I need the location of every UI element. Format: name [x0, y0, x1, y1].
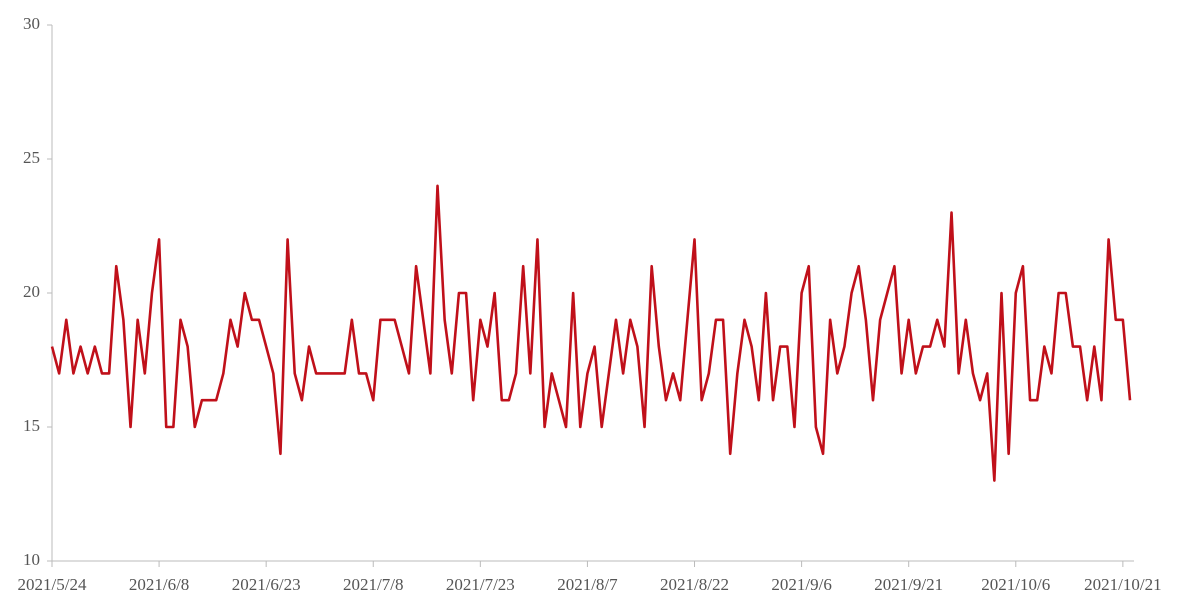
x-tick-label: 2021/5/24	[18, 575, 87, 594]
x-tick-label: 2021/7/23	[446, 575, 515, 594]
x-tick-label: 2021/9/6	[771, 575, 831, 594]
y-tick-label: 25	[23, 148, 40, 167]
y-tick-label: 10	[23, 550, 40, 569]
x-tick-label: 2021/10/21	[1084, 575, 1161, 594]
x-tick-label: 2021/8/22	[660, 575, 729, 594]
data-line	[50, 184, 1132, 482]
y-tick-label: 30	[23, 14, 40, 33]
x-tick-label: 2021/7/8	[343, 575, 403, 594]
y-tick-label: 15	[23, 416, 40, 435]
x-tick-label: 2021/6/8	[129, 575, 189, 594]
x-tick-label: 2021/10/6	[981, 575, 1050, 594]
x-tick-label: 2021/8/7	[557, 575, 618, 594]
x-tick-label: 2021/6/23	[232, 575, 301, 594]
x-tick-label: 2021/9/21	[874, 575, 943, 594]
y-tick-label: 20	[23, 282, 40, 301]
